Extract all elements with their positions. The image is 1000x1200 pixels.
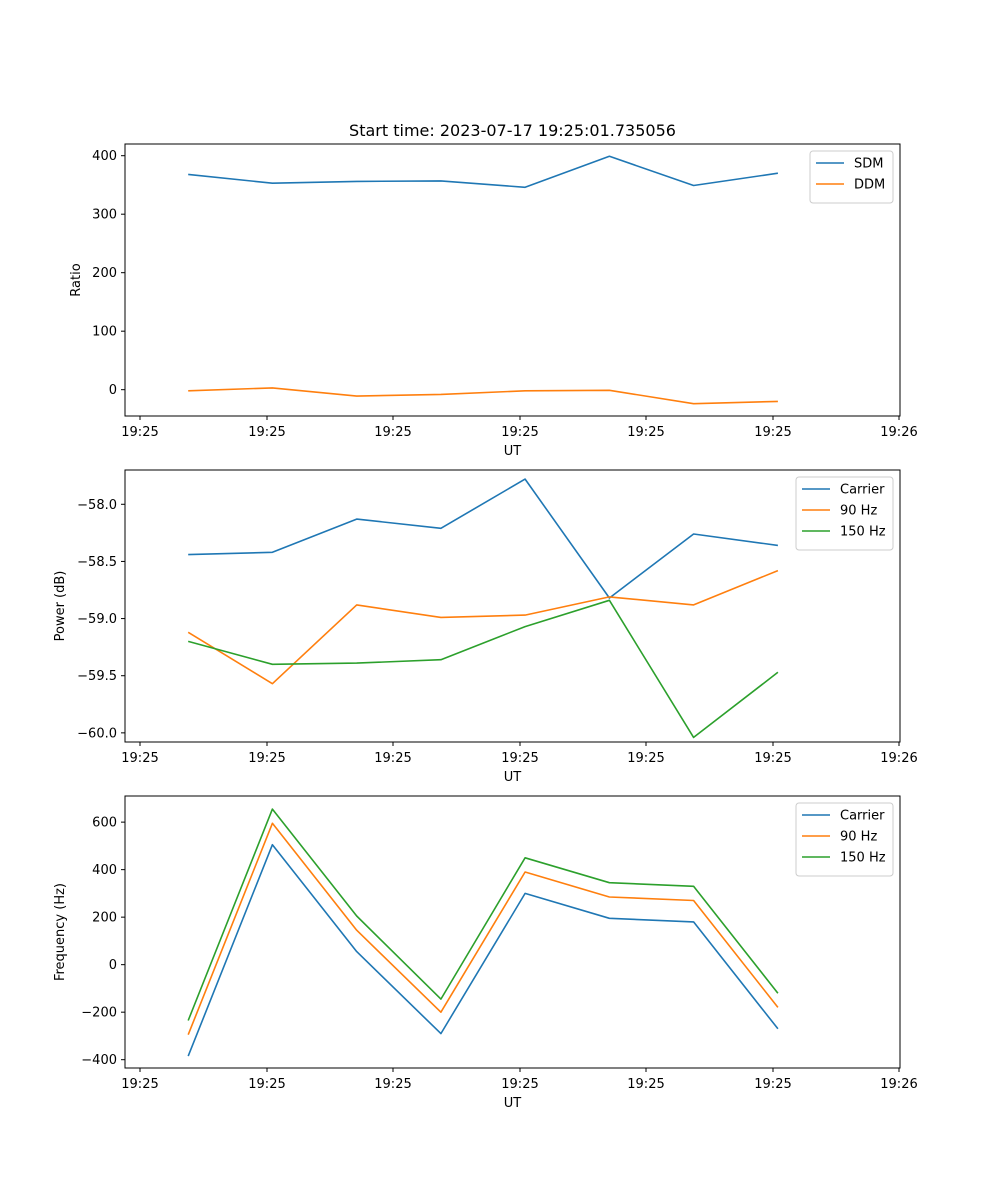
- legend-label-sdm: SDM: [854, 157, 883, 172]
- x-tick-label: 19:26: [880, 425, 917, 440]
- x-tick-label: 19:25: [754, 425, 791, 440]
- y-tick-label: −200: [81, 1006, 117, 1021]
- y-tick-label: 200: [92, 911, 117, 926]
- x-tick-label: 19:25: [248, 751, 285, 766]
- x-tick-label: 19:25: [627, 1077, 664, 1092]
- y-tick-label: −58.5: [77, 555, 117, 570]
- legend-label-150-hz: 150 Hz: [840, 851, 886, 866]
- series-line-150-hz: [187, 808, 779, 1021]
- series-line-150-hz: [187, 599, 779, 739]
- y-axis-label: Ratio: [69, 263, 84, 296]
- legend-label-90-hz: 90 Hz: [840, 504, 877, 519]
- axes-frame: [124, 469, 901, 743]
- x-tick-label: 19:25: [121, 751, 158, 766]
- y-tick-label: 300: [92, 208, 117, 223]
- series-line-90-hz: [187, 822, 779, 1035]
- figure-title: Start time: 2023-07-17 19:25:01.735056: [349, 121, 676, 140]
- x-tick-label: 19:26: [880, 751, 917, 766]
- legend-label-ddm: DDM: [854, 178, 885, 193]
- x-tick-label: 19:25: [374, 1077, 411, 1092]
- y-tick-label: −60.0: [77, 726, 117, 741]
- x-tick-label: 19:25: [121, 425, 158, 440]
- legend-label-150-hz: 150 Hz: [840, 525, 886, 540]
- legend-label-90-hz: 90 Hz: [840, 830, 877, 845]
- y-tick-label: 600: [92, 816, 117, 831]
- x-tick-label: 19:25: [754, 1077, 791, 1092]
- y-tick-label: 100: [92, 325, 117, 340]
- x-tick-label: 19:25: [374, 425, 411, 440]
- x-tick-label: 19:25: [248, 425, 285, 440]
- y-tick-label: 0: [109, 958, 117, 973]
- x-tick-label: 19:26: [880, 1077, 917, 1092]
- x-tick-label: 19:25: [248, 1077, 285, 1092]
- legend-box: [809, 150, 894, 204]
- series-line-carrier: [188, 478, 779, 599]
- x-tick-label: 19:25: [121, 1077, 158, 1092]
- y-tick-label: −58.0: [77, 498, 117, 513]
- x-tick-label: 19:25: [374, 751, 411, 766]
- x-tick-label: 19:25: [501, 425, 538, 440]
- y-tick-label: −59.0: [77, 612, 117, 627]
- axes-frame: [124, 143, 901, 417]
- y-axis-label: Power (dB): [53, 571, 68, 642]
- x-tick-label: 19:25: [501, 1077, 538, 1092]
- y-tick-label: 400: [92, 863, 117, 878]
- legend-label-carrier: Carrier: [840, 809, 885, 824]
- series-line-sdm: [188, 155, 779, 189]
- x-axis-label: UT: [504, 444, 522, 459]
- x-tick-label: 19:25: [627, 425, 664, 440]
- y-tick-label: −400: [81, 1053, 117, 1068]
- y-axis-label: Frequency (Hz): [53, 883, 68, 981]
- x-axis-label: UT: [504, 770, 522, 785]
- x-tick-label: 19:25: [627, 751, 664, 766]
- y-tick-label: −59.5: [77, 669, 117, 684]
- series-line-carrier: [187, 843, 779, 1057]
- legend-label-carrier: Carrier: [840, 483, 885, 498]
- series-line-90-hz: [187, 569, 779, 685]
- axes-frame: [124, 795, 901, 1069]
- y-tick-label: 0: [109, 383, 117, 398]
- y-tick-label: 400: [92, 149, 117, 164]
- x-axis-label: UT: [504, 1096, 522, 1111]
- x-tick-label: 19:25: [754, 751, 791, 766]
- x-tick-label: 19:25: [501, 751, 538, 766]
- y-tick-label: 200: [92, 266, 117, 281]
- series-line-ddm: [188, 387, 778, 405]
